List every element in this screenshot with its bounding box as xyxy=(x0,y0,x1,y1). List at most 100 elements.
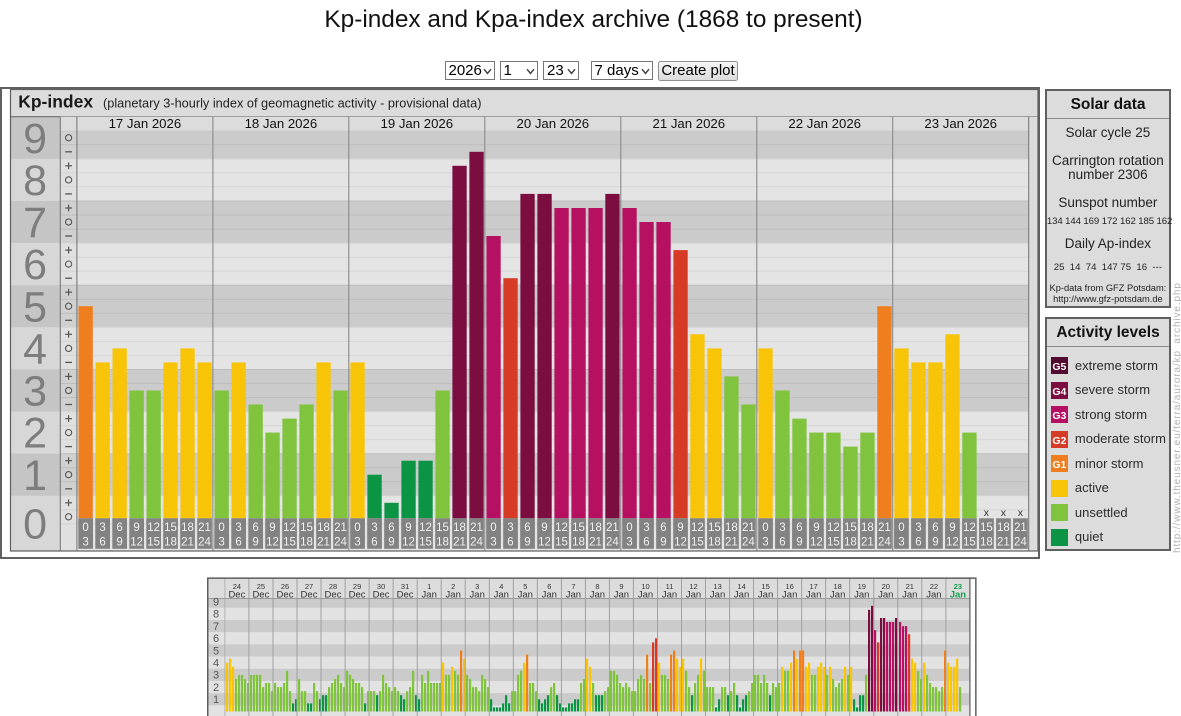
svg-text:9: 9 xyxy=(388,536,394,548)
svg-text:3: 3 xyxy=(371,522,377,534)
svg-text:7: 7 xyxy=(571,582,575,591)
svg-text:15: 15 xyxy=(980,522,993,534)
svg-text:21: 21 xyxy=(334,522,347,534)
svg-text:7: 7 xyxy=(213,621,219,633)
svg-text:15: 15 xyxy=(419,536,432,548)
svg-text:21: 21 xyxy=(861,536,874,548)
svg-text:Jan: Jan xyxy=(542,589,557,600)
svg-text:3: 3 xyxy=(898,536,904,548)
svg-text:9: 9 xyxy=(660,536,666,548)
svg-text:Jan: Jan xyxy=(422,589,437,600)
svg-text:18: 18 xyxy=(997,522,1010,534)
svg-text:3: 3 xyxy=(218,536,224,548)
svg-text:9: 9 xyxy=(796,536,802,548)
svg-text:Jan: Jan xyxy=(758,589,773,600)
svg-text:9: 9 xyxy=(619,582,623,591)
svg-text:3: 3 xyxy=(490,536,496,548)
svg-text:23 Jan 2026: 23 Jan 2026 xyxy=(924,116,997,131)
svg-text:15: 15 xyxy=(436,522,449,534)
svg-text:29: 29 xyxy=(353,582,361,591)
svg-text:3: 3 xyxy=(82,536,88,548)
svg-text:Jan: Jan xyxy=(518,589,533,600)
svg-text:0: 0 xyxy=(626,522,632,534)
svg-text:6: 6 xyxy=(660,522,666,534)
svg-text:3: 3 xyxy=(475,582,479,591)
svg-text:Jan: Jan xyxy=(926,589,941,600)
svg-text:18: 18 xyxy=(708,536,721,548)
svg-text:19 Jan 2026: 19 Jan 2026 xyxy=(380,116,453,131)
svg-text:9: 9 xyxy=(524,536,530,548)
svg-text:15: 15 xyxy=(572,522,585,534)
svg-text:12: 12 xyxy=(963,522,976,534)
svg-text:Jan: Jan xyxy=(590,589,605,600)
svg-text:Dec: Dec xyxy=(301,589,318,600)
svg-text:12: 12 xyxy=(283,522,296,534)
svg-text:24: 24 xyxy=(878,536,891,548)
svg-text:Jan: Jan xyxy=(710,589,725,600)
svg-text:21: 21 xyxy=(906,582,914,591)
svg-text:18: 18 xyxy=(436,536,449,548)
svg-text:3: 3 xyxy=(762,536,768,548)
svg-text:0: 0 xyxy=(82,522,88,534)
svg-text:Jan: Jan xyxy=(566,589,581,600)
svg-text:12: 12 xyxy=(130,536,143,548)
svg-text:5: 5 xyxy=(523,582,527,591)
svg-text:9: 9 xyxy=(813,522,819,534)
svg-text:22 Jan 2026: 22 Jan 2026 xyxy=(788,116,861,131)
svg-text:6: 6 xyxy=(99,536,105,548)
svg-text:18: 18 xyxy=(861,522,874,534)
svg-text:21: 21 xyxy=(997,536,1010,548)
svg-text:18: 18 xyxy=(300,536,313,548)
svg-text:16: 16 xyxy=(786,582,794,591)
svg-text:15: 15 xyxy=(691,536,704,548)
svg-text:Dec: Dec xyxy=(277,589,294,600)
svg-text:15: 15 xyxy=(147,536,160,548)
svg-text:1: 1 xyxy=(23,452,47,500)
svg-text:Jan: Jan xyxy=(806,589,821,600)
svg-text:6: 6 xyxy=(235,536,241,548)
svg-text:Jan: Jan xyxy=(494,589,509,600)
svg-text:18: 18 xyxy=(844,536,857,548)
svg-text:12: 12 xyxy=(691,522,704,534)
svg-text:15: 15 xyxy=(761,582,769,591)
svg-text:18: 18 xyxy=(572,536,585,548)
svg-text:12: 12 xyxy=(810,536,823,548)
svg-text:12: 12 xyxy=(555,522,568,534)
svg-text:24: 24 xyxy=(742,536,755,548)
svg-text:2: 2 xyxy=(23,410,47,458)
svg-text:3: 3 xyxy=(915,522,921,534)
svg-text:9: 9 xyxy=(932,536,938,548)
svg-text:25: 25 xyxy=(257,582,265,591)
svg-text:9: 9 xyxy=(213,597,219,609)
svg-text:6: 6 xyxy=(643,536,649,548)
svg-text:12: 12 xyxy=(946,536,959,548)
svg-text:26: 26 xyxy=(281,582,289,591)
svg-text:3: 3 xyxy=(643,522,649,534)
svg-text:2: 2 xyxy=(213,682,219,694)
svg-text:18: 18 xyxy=(834,582,842,591)
svg-text:21: 21 xyxy=(181,536,194,548)
svg-text:Dec: Dec xyxy=(349,589,366,600)
svg-text:22: 22 xyxy=(930,582,938,591)
svg-text:6: 6 xyxy=(116,522,122,534)
svg-text:12: 12 xyxy=(147,522,160,534)
svg-text:Jan: Jan xyxy=(782,589,797,600)
svg-text:0: 0 xyxy=(490,522,496,534)
svg-text:21: 21 xyxy=(725,536,738,548)
svg-text:Jan: Jan xyxy=(446,589,461,600)
svg-text:24: 24 xyxy=(606,536,619,548)
svg-text:3: 3 xyxy=(235,522,241,534)
svg-text:24: 24 xyxy=(1014,536,1027,548)
svg-text:6: 6 xyxy=(371,536,377,548)
svg-text:23: 23 xyxy=(954,582,962,591)
svg-text:6: 6 xyxy=(388,522,394,534)
svg-text:20 Jan 2026: 20 Jan 2026 xyxy=(516,116,589,131)
svg-text:21: 21 xyxy=(453,536,466,548)
svg-text:9: 9 xyxy=(677,522,683,534)
svg-text:6: 6 xyxy=(252,522,258,534)
svg-text:Jan: Jan xyxy=(830,589,845,600)
svg-text:4: 4 xyxy=(213,658,219,670)
svg-text:30: 30 xyxy=(377,582,385,591)
svg-text:3: 3 xyxy=(99,522,105,534)
svg-text:6: 6 xyxy=(779,536,785,548)
